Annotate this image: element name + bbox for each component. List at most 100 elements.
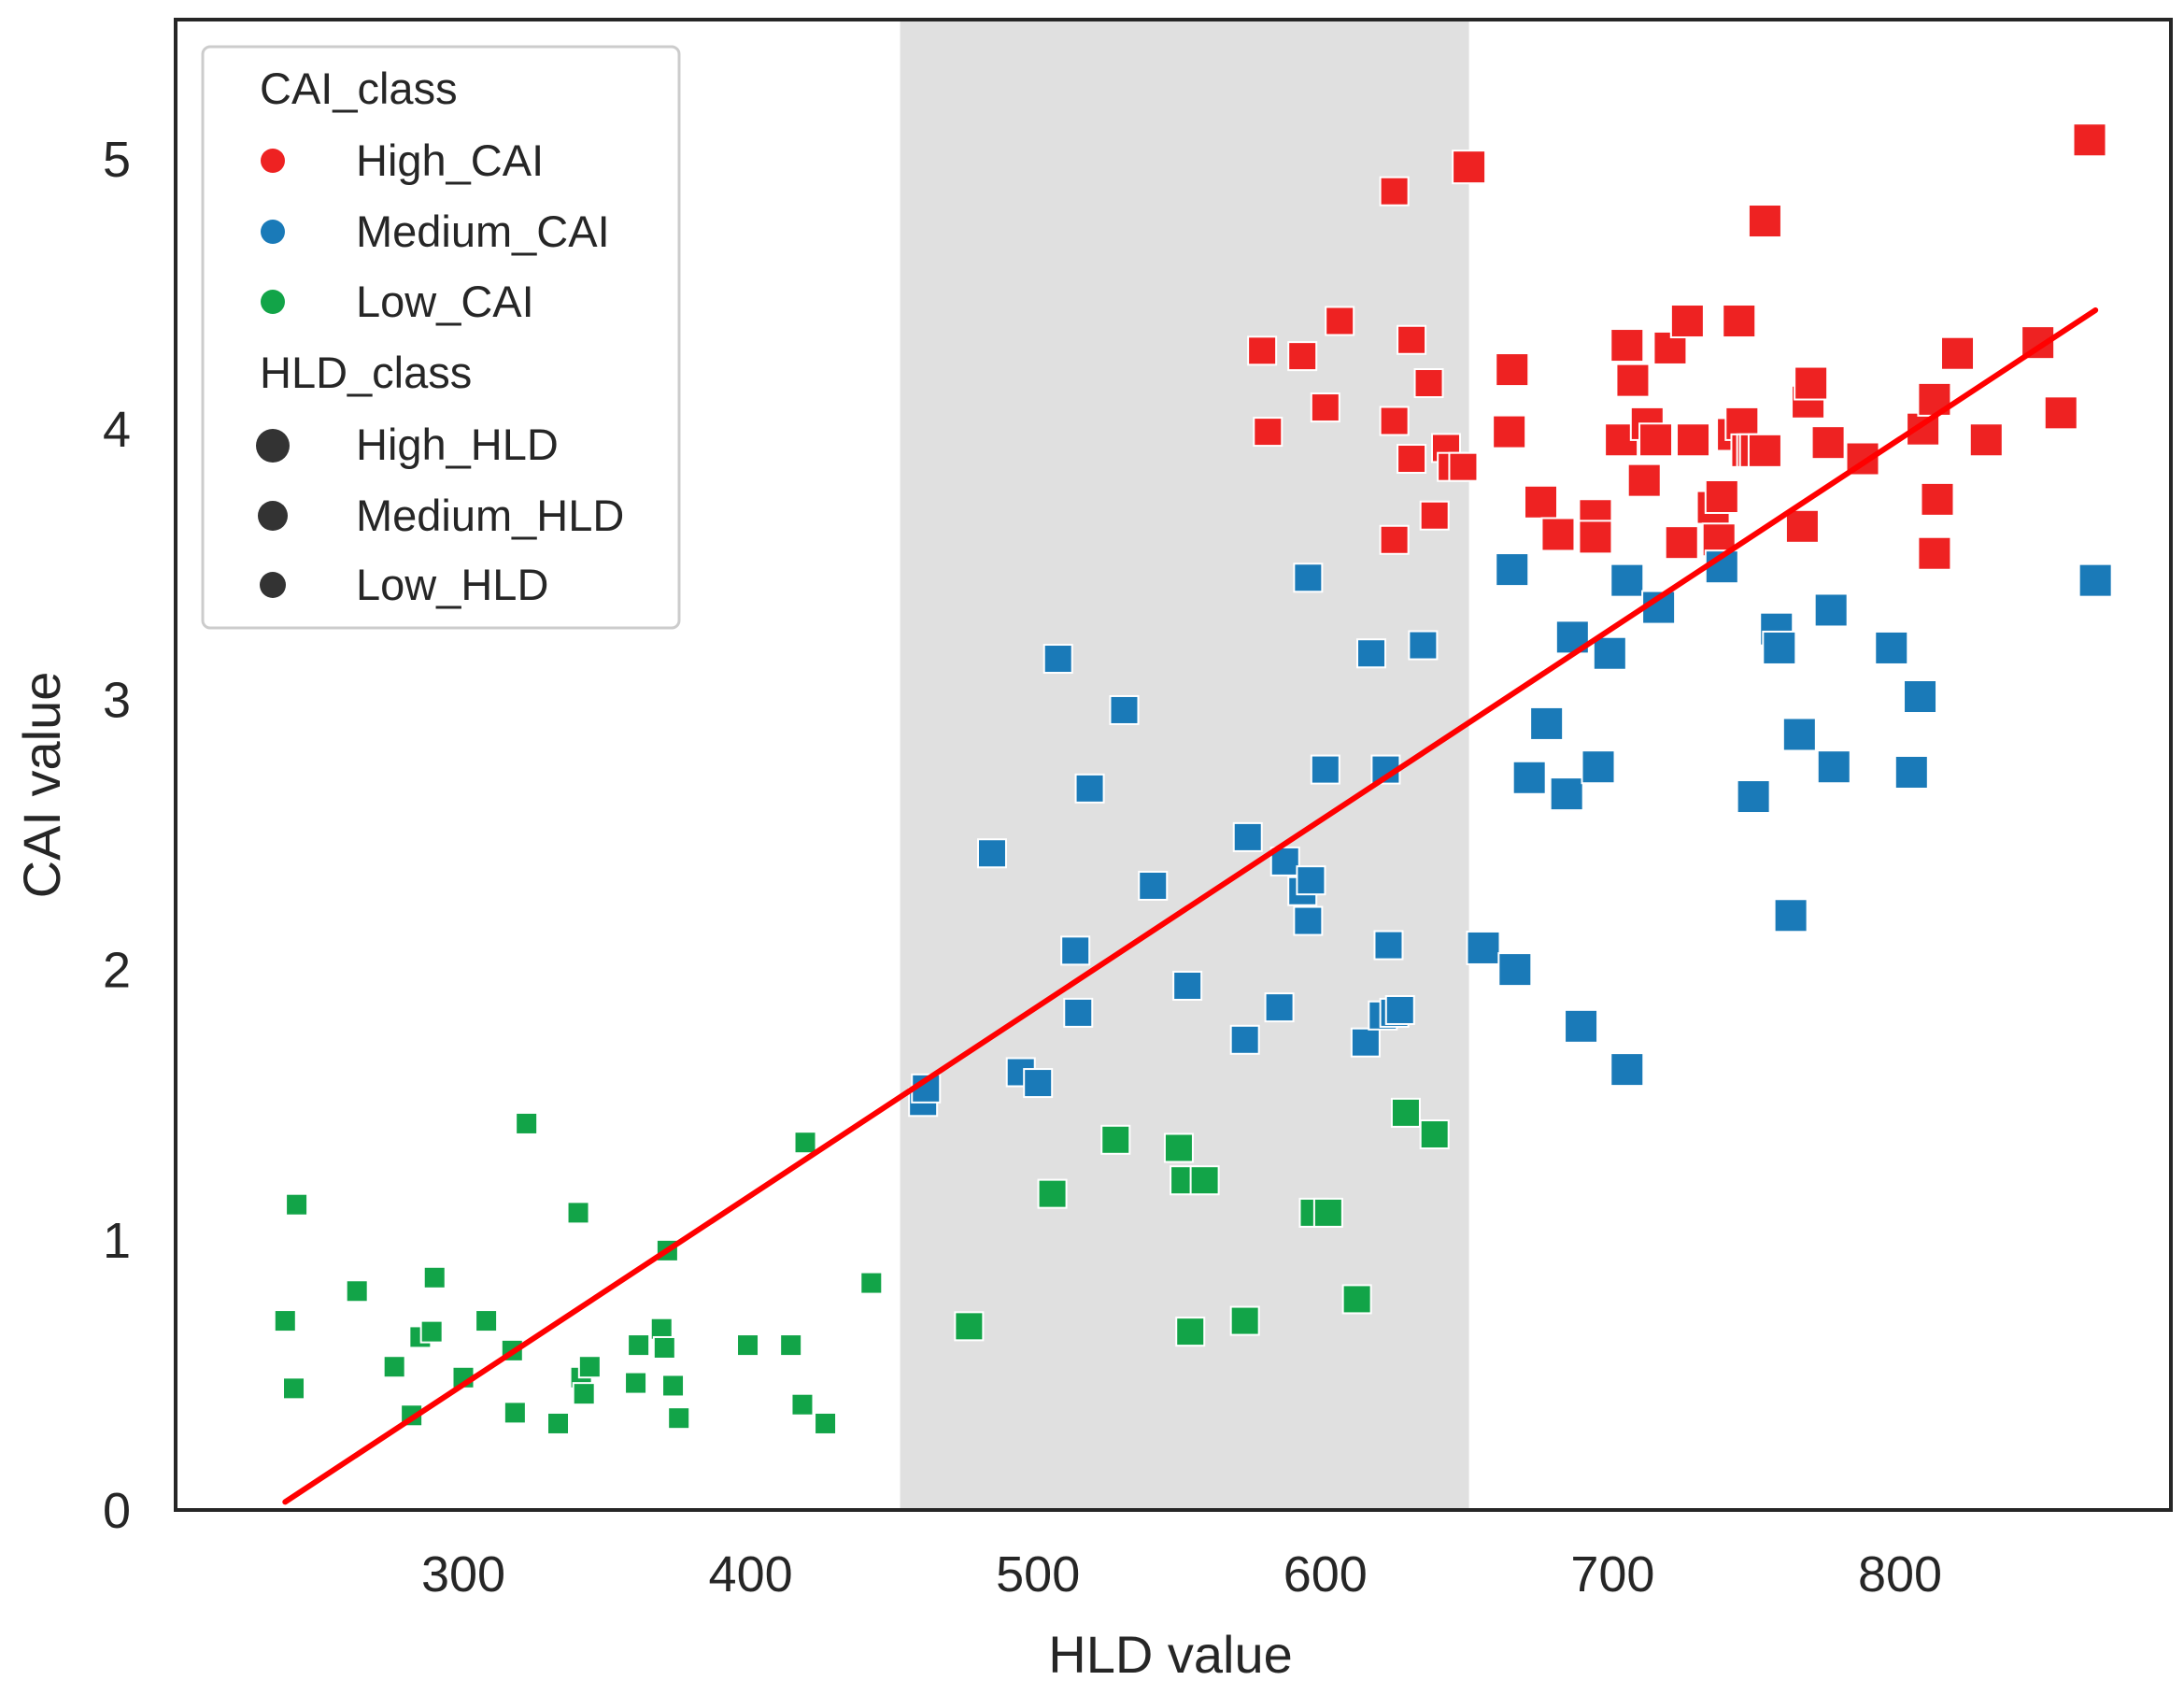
legend-label-medium-hld: Medium_HLD	[356, 491, 624, 540]
legend-label-high-hld: High_HLD	[356, 420, 559, 469]
point-high-cai-19	[1540, 517, 1576, 552]
point-low-cai-33	[1037, 1178, 1068, 1209]
y-tick-label-0: 0	[103, 1483, 131, 1539]
point-medium-cai-14	[1264, 992, 1295, 1023]
point-high-cai-6	[1397, 324, 1427, 355]
point-low-cai-28	[790, 1392, 815, 1417]
legend-marker-high-hld	[256, 429, 290, 463]
point-medium-cai-49	[1816, 749, 1851, 785]
point-low-cai-7	[419, 1319, 444, 1344]
point-low-cai-19	[624, 1371, 648, 1395]
legend-label-low-hld: Low_HLD	[356, 560, 548, 609]
point-high-cai-54	[1940, 335, 1976, 371]
point-high-cai-12	[1419, 500, 1450, 531]
legend-marker-low-cai	[261, 290, 285, 314]
point-medium-cai-53	[2078, 563, 2113, 598]
point-low-cai-44	[1419, 1119, 1450, 1150]
point-low-cai-38	[1189, 1165, 1220, 1196]
point-medium-cai-10	[1138, 870, 1169, 901]
point-medium-cai-20	[1310, 754, 1340, 785]
point-low-cai-0	[273, 1309, 297, 1333]
point-medium-cai-5	[1042, 644, 1073, 675]
point-low-cai-31	[859, 1271, 884, 1295]
point-high-cai-9	[1452, 150, 1487, 185]
point-high-cai-28	[1638, 422, 1674, 458]
point-low-cai-22	[652, 1335, 676, 1360]
point-medium-cai-50	[1874, 630, 1909, 665]
point-high-cai-44	[1747, 433, 1782, 468]
point-medium-cai-40	[1610, 563, 1645, 598]
y-axis-ticks: 0 1 2 3 4 5	[103, 132, 131, 1539]
point-high-cai-32	[1676, 422, 1711, 458]
point-high-cai-58	[2072, 122, 2107, 158]
point-low-cai-32	[954, 1311, 985, 1342]
point-medium-cai-31	[1497, 952, 1533, 988]
point-low-cai-24	[661, 1374, 686, 1398]
point-low-cai-42	[1341, 1284, 1372, 1315]
point-medium-cai-34	[1549, 776, 1584, 812]
legend: CAI_class High_CAI Medium_CAI Low_CAI HL…	[201, 45, 681, 630]
point-high-cai-37	[1704, 479, 1739, 514]
point-medium-cai-39	[1610, 1052, 1645, 1088]
y-tick-label-1: 1	[103, 1213, 131, 1269]
point-low-cai-39	[1229, 1305, 1260, 1336]
y-tick-label-3: 3	[103, 672, 131, 728]
point-high-cai-10	[1397, 444, 1427, 475]
point-medium-cai-29	[1466, 930, 1501, 965]
point-medium-cai-7	[1063, 997, 1094, 1028]
trend-line	[282, 306, 2099, 1505]
point-low-cai-14	[546, 1411, 571, 1435]
x-axis-ticks: 300 400 500 600 700 800	[421, 1546, 1942, 1602]
point-medium-cai-25	[1373, 930, 1404, 961]
point-medium-cai-43	[1736, 779, 1771, 815]
legend-marker-medium-hld	[258, 501, 288, 531]
point-low-cai-4	[382, 1355, 406, 1379]
x-axis-label: HLD value	[1048, 1625, 1292, 1684]
x-tick-label-300: 300	[421, 1546, 505, 1602]
point-high-cai-43	[1747, 204, 1782, 239]
point-low-cai-25	[667, 1406, 691, 1431]
point-high-cai-26	[1626, 463, 1662, 498]
point-low-cai-10	[475, 1309, 499, 1333]
point-high-cai-7	[1413, 368, 1444, 399]
point-high-cai-1	[1287, 341, 1318, 372]
point-medium-cai-51	[1893, 754, 1929, 790]
point-low-cai-26	[736, 1333, 760, 1358]
point-medium-cai-28	[1408, 630, 1439, 661]
point-medium-cai-48	[1813, 592, 1849, 628]
point-low-cai-1	[282, 1376, 306, 1401]
point-high-cai-2	[1325, 306, 1355, 336]
point-high-cai-30	[1664, 525, 1699, 561]
legend-title-cai-class: CAI_class	[260, 64, 458, 113]
legend-box	[201, 45, 681, 630]
point-low-cai-34	[1100, 1124, 1131, 1155]
legend-title-hld-class: HLD_class	[260, 348, 472, 397]
point-medium-cai-17	[1293, 905, 1324, 936]
point-high-cai-15	[1379, 524, 1410, 555]
point-high-cai-8	[1379, 406, 1410, 436]
x-tick-label-500: 500	[996, 1546, 1080, 1602]
point-low-cai-2	[285, 1192, 309, 1217]
point-high-cai-48	[1810, 425, 1846, 461]
point-medium-cai-8	[1074, 773, 1105, 804]
x-tick-label-800: 800	[1858, 1546, 1942, 1602]
point-medium-cai-36	[1564, 1008, 1599, 1044]
point-low-cai-27	[779, 1333, 803, 1358]
point-high-cai-16	[1495, 352, 1530, 388]
point-high-cai-21	[1578, 520, 1613, 555]
point-high-cai-57	[2043, 395, 2078, 431]
point-low-cai-15	[566, 1201, 590, 1225]
point-medium-cai-6	[1060, 935, 1091, 966]
point-low-cai-35	[1163, 1132, 1194, 1163]
point-medium-cai-2	[976, 838, 1007, 869]
legend-marker-low-hld	[260, 572, 286, 598]
legend-label-high-cai: High_CAI	[356, 135, 544, 185]
point-high-cai-14	[1448, 451, 1479, 482]
point-medium-cai-46	[1773, 898, 1808, 933]
point-high-cai-45	[1784, 508, 1820, 544]
point-low-cai-8	[422, 1265, 447, 1289]
point-medium-cai-13	[1232, 821, 1263, 852]
legend-marker-high-cai	[261, 149, 285, 173]
point-medium-cai-32	[1511, 760, 1547, 795]
